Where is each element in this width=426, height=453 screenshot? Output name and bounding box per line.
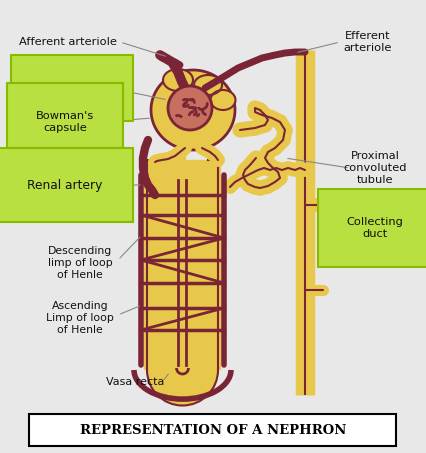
Ellipse shape <box>210 90 235 110</box>
Text: Vasa recta: Vasa recta <box>106 377 164 387</box>
Wedge shape <box>147 370 218 405</box>
Text: Bowman's
capsule: Bowman's capsule <box>36 111 94 133</box>
Ellipse shape <box>163 69 193 91</box>
Text: Ascending
Limp of loop
of Henle: Ascending Limp of loop of Henle <box>46 301 114 335</box>
Ellipse shape <box>151 70 234 150</box>
Text: Descending
limp of loop
of Henle: Descending limp of loop of Henle <box>48 246 112 280</box>
Circle shape <box>167 86 211 130</box>
Text: Renal artery: Renal artery <box>27 178 102 192</box>
Ellipse shape <box>193 75 222 95</box>
Text: REPRESENTATION OF A NEPHRON: REPRESENTATION OF A NEPHRON <box>80 424 345 438</box>
Text: Afferent arteriole: Afferent arteriole <box>19 37 117 47</box>
Text: Efferent
arteriole: Efferent arteriole <box>343 31 391 53</box>
FancyBboxPatch shape <box>29 414 395 446</box>
Text: Glomerulus: Glomerulus <box>39 83 104 93</box>
Text: Collecting
duct: Collecting duct <box>346 217 403 239</box>
Text: Proximal
convoluted
tubule: Proximal convoluted tubule <box>343 151 406 185</box>
